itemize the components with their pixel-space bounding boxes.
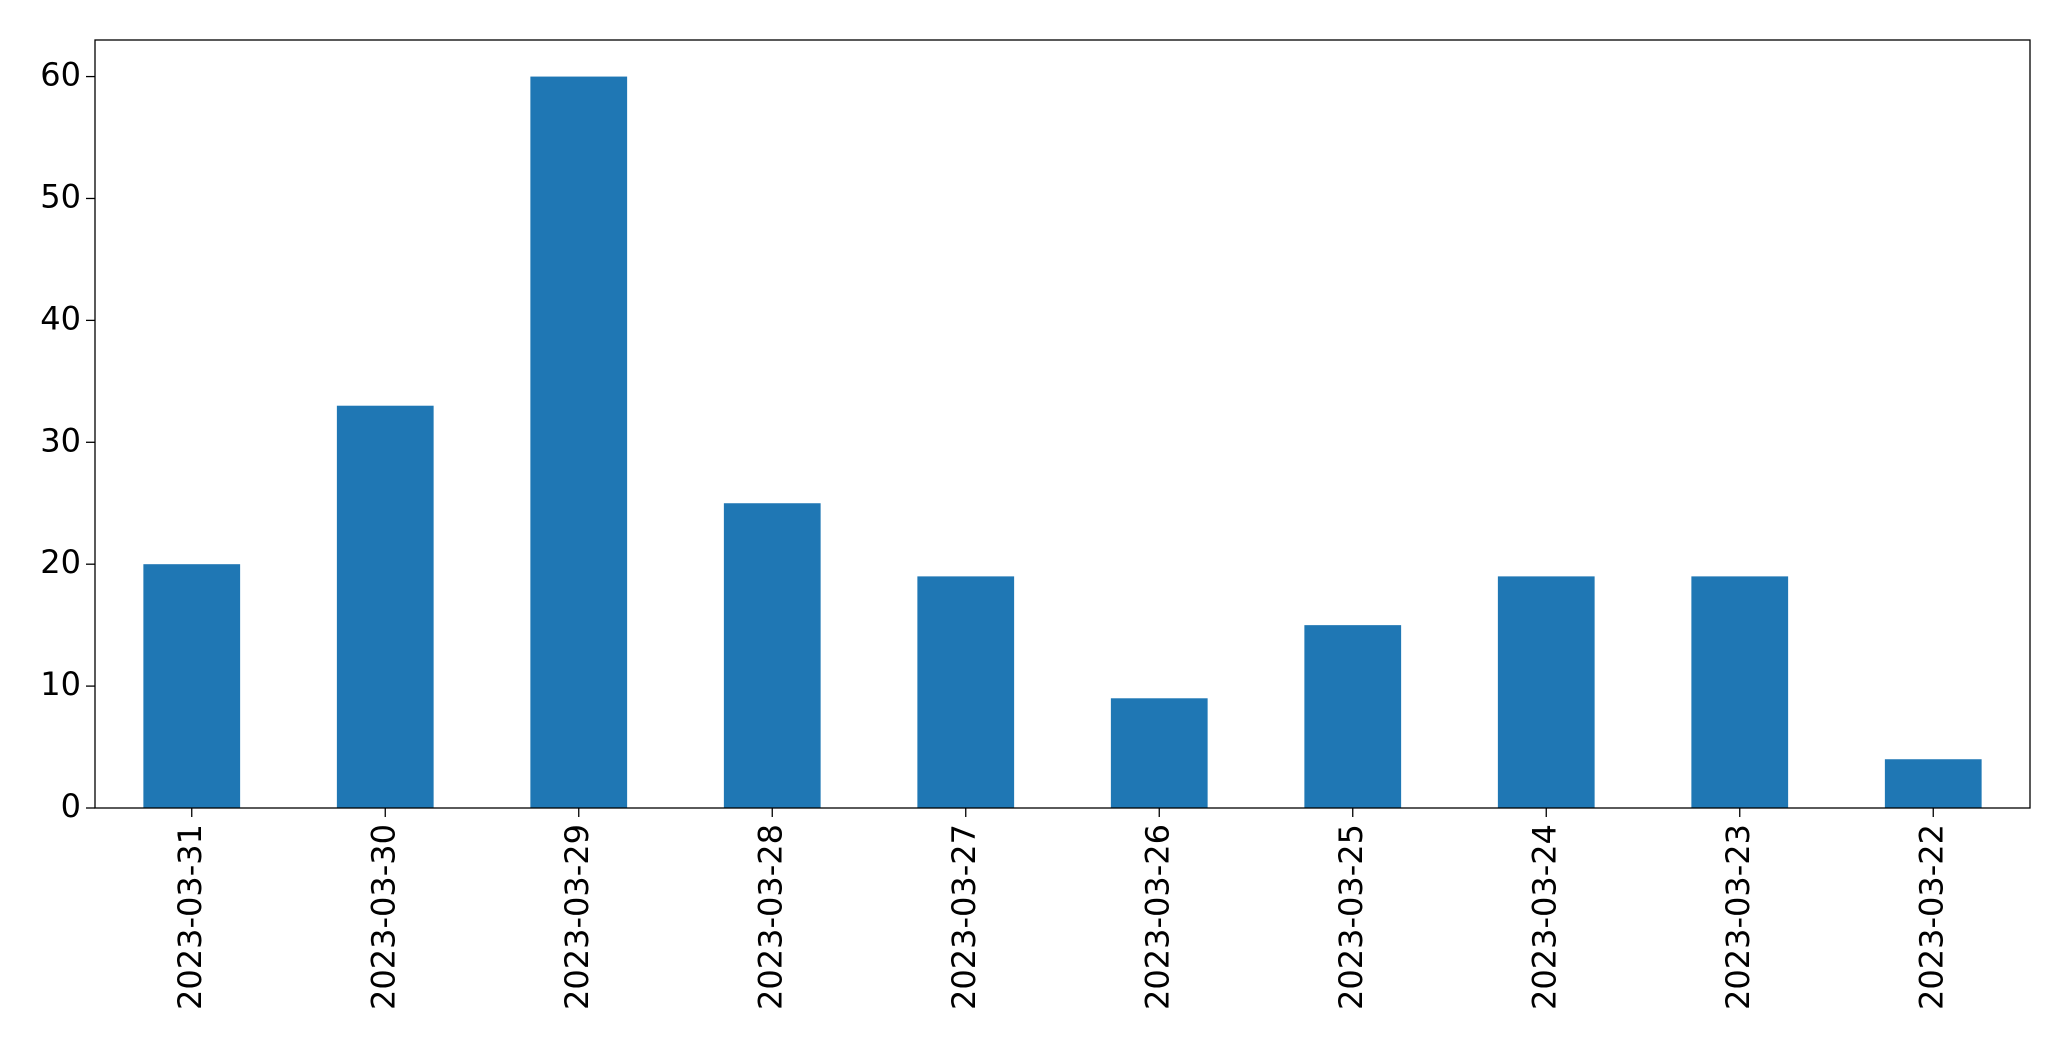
x-tick-label: 2023-03-22 <box>1912 824 1950 1010</box>
bar <box>1497 576 1595 808</box>
y-tick-label: 40 <box>40 299 81 337</box>
y-tick-label: 60 <box>40 56 81 94</box>
x-tick-label: 2023-03-25 <box>1332 824 1370 1010</box>
x-tick-label: 2023-03-27 <box>945 824 983 1010</box>
x-tick-label: 2023-03-31 <box>171 824 209 1010</box>
y-tick-label: 20 <box>40 543 81 581</box>
plot-frame <box>94 39 2031 809</box>
bar <box>143 564 241 808</box>
bar <box>917 576 1015 808</box>
y-tick-label: 50 <box>40 177 81 215</box>
x-tick-label: 2023-03-26 <box>1138 824 1176 1010</box>
bar <box>1110 698 1208 808</box>
x-tick-label: 2023-03-30 <box>364 824 402 1010</box>
y-tick-label: 30 <box>40 421 81 459</box>
x-tick-label: 2023-03-29 <box>558 824 596 1010</box>
bar <box>1884 759 1982 808</box>
y-tick-label: 0 <box>61 787 81 825</box>
bar <box>1304 625 1402 808</box>
bar <box>336 405 434 808</box>
x-tick-label: 2023-03-24 <box>1525 824 1563 1010</box>
bar <box>1691 576 1789 808</box>
y-tick-label: 10 <box>40 665 81 703</box>
x-tick-label: 2023-03-23 <box>1719 824 1757 1010</box>
bar <box>723 503 821 808</box>
x-tick-label: 2023-03-28 <box>751 824 789 1010</box>
bar <box>530 76 628 809</box>
